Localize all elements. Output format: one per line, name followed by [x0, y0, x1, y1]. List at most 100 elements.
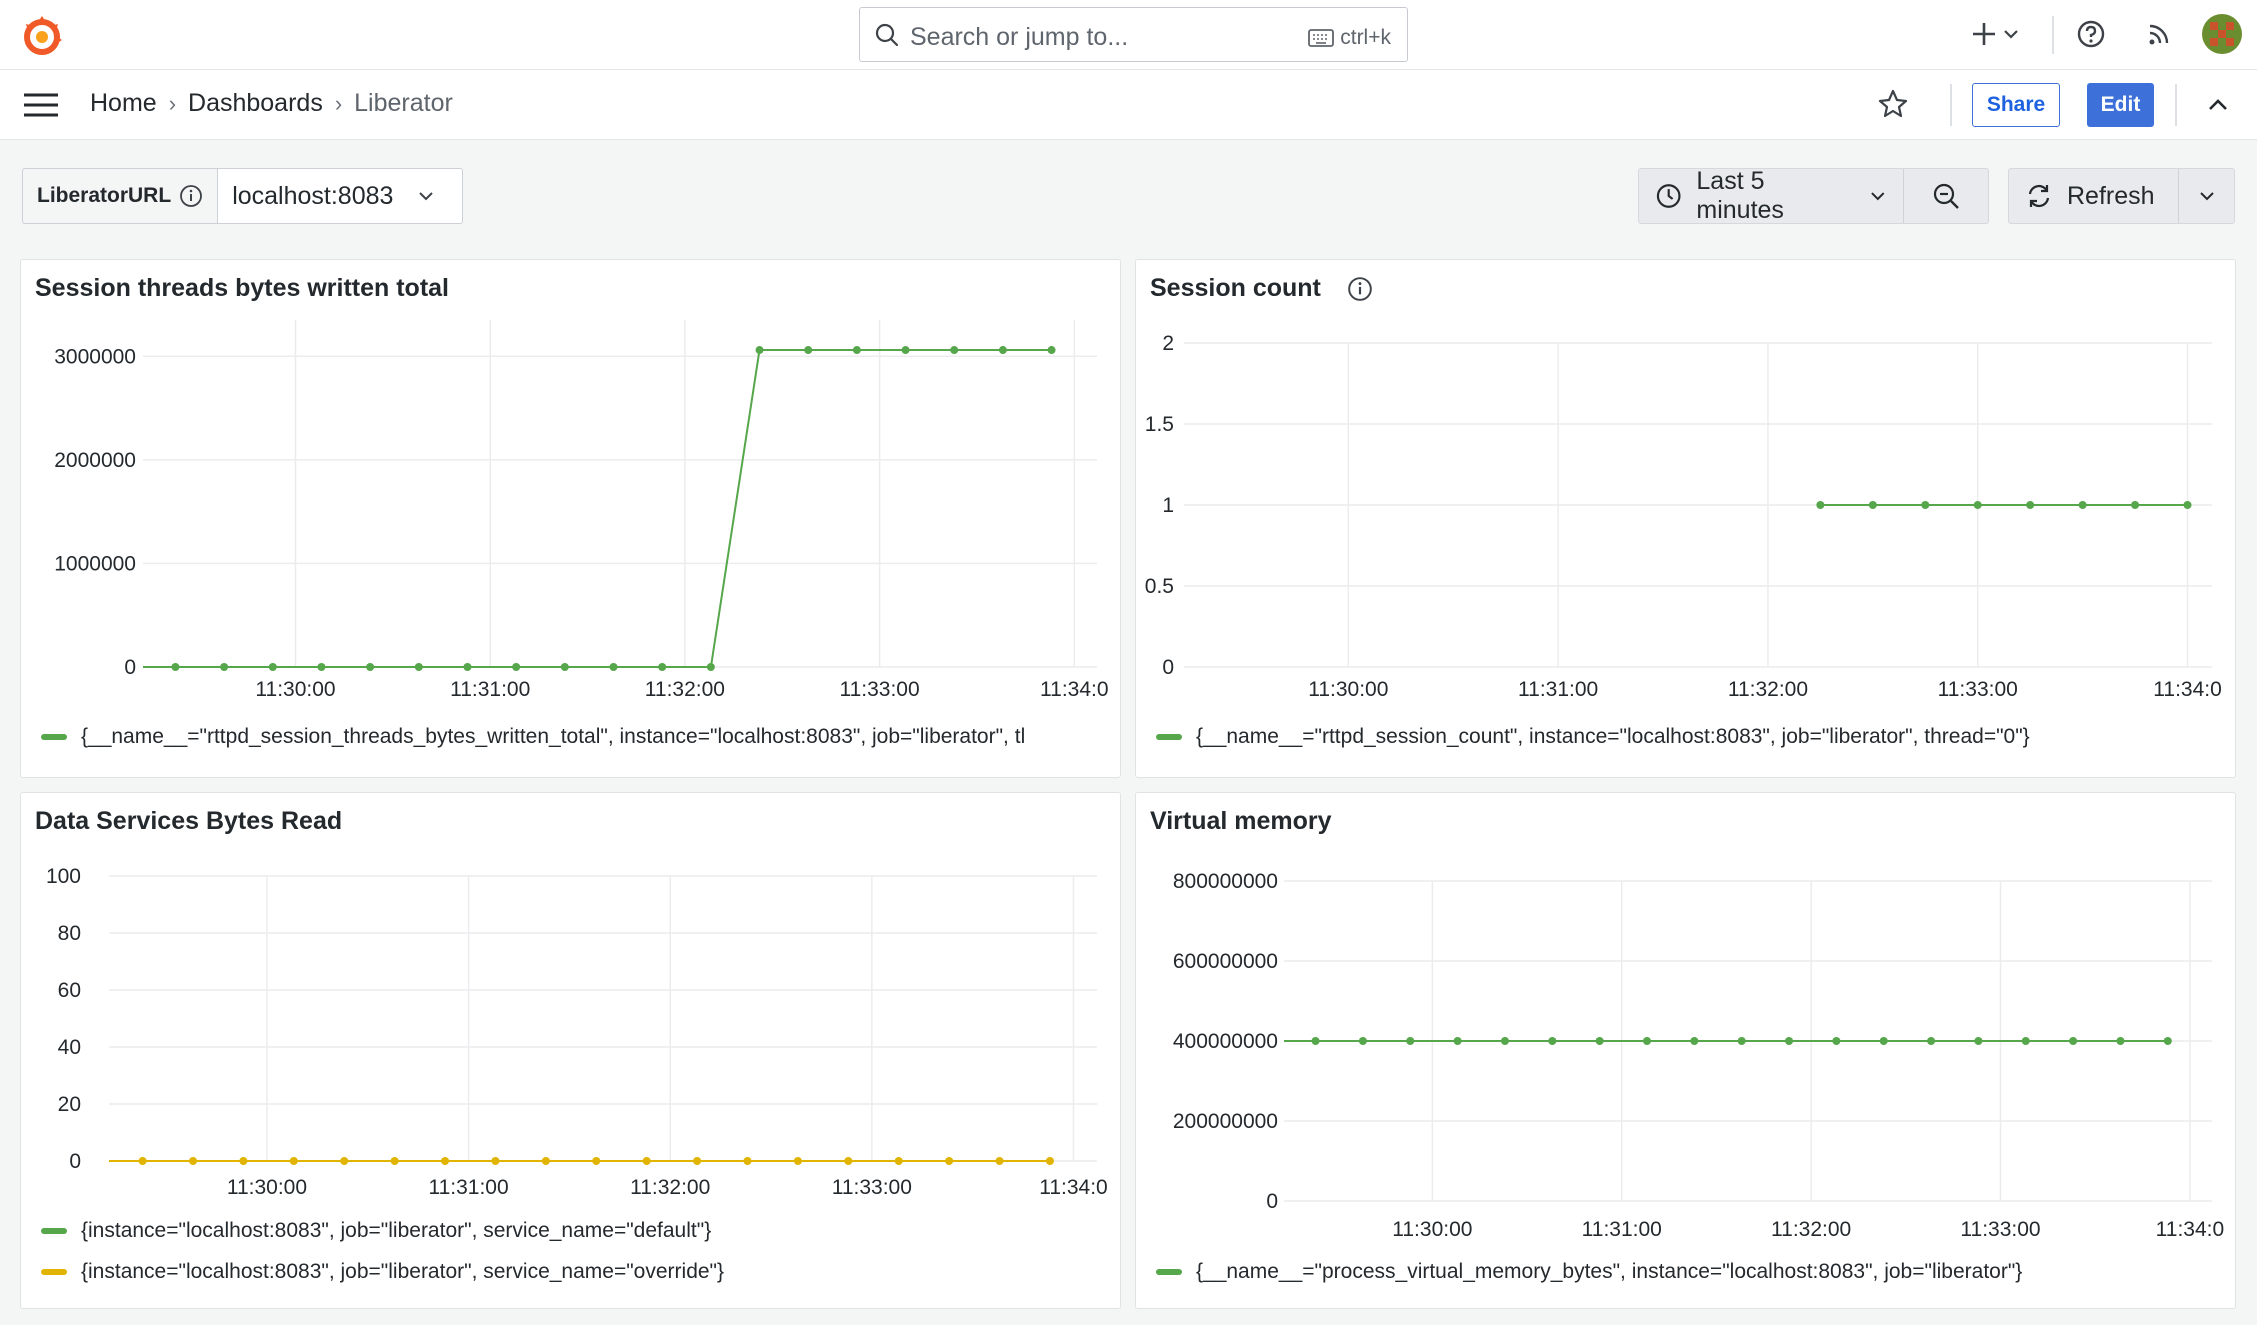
zoom-out-icon — [1933, 183, 1959, 209]
legend-item[interactable]: {__name__="process_virtual_memory_bytes"… — [1156, 1260, 2022, 1284]
chevron-down-icon — [1871, 192, 1885, 201]
grafana-logo-icon[interactable] — [18, 12, 66, 60]
data-point — [2026, 501, 2035, 509]
legend-label: {instance="localhost:8083", job="liberat… — [81, 1219, 712, 1242]
chevron-up-icon[interactable] — [2205, 92, 2231, 123]
star-icon[interactable] — [1877, 88, 1909, 125]
data-point — [2078, 501, 2087, 509]
chevron-down-icon — [419, 192, 434, 201]
data-point — [2021, 1037, 2030, 1045]
x-tick-label: 11:32:00 — [1771, 1218, 1851, 1241]
data-point — [1973, 501, 1982, 509]
x-tick-label: 11:30:00 — [227, 1176, 307, 1199]
panel-session-threads-bytes[interactable]: Session threads bytes written total 0 100… — [20, 259, 1121, 778]
data-point — [901, 346, 910, 355]
chart-session-threads-bytes: 0 1000000 2000000 3000000 11:30:00 11:31:00 11… — [54, 320, 1109, 701]
data-point — [171, 663, 180, 671]
data-point — [894, 1157, 903, 1165]
refresh-label: Refresh — [2067, 181, 2155, 210]
legend-label: {__name__="rttpd_session_threads_bytes_w… — [81, 725, 1026, 748]
data-point — [2069, 1037, 2078, 1045]
data-point — [1358, 1037, 1367, 1045]
panel-title-text: Data Services Bytes Read — [35, 807, 343, 835]
toolbar-divider — [2175, 84, 2177, 126]
avatar[interactable] — [2202, 14, 2242, 54]
legend-label: {__name__="rttpd_session_count", instanc… — [1196, 725, 2030, 748]
rss-icon[interactable] — [2143, 18, 2175, 55]
data-point — [512, 663, 521, 671]
chevron-down-icon — [2004, 30, 2019, 39]
x-tick-label: 11:34:0 — [1039, 1176, 1108, 1199]
data-point — [743, 1157, 752, 1165]
legend-item[interactable]: {__name__="rttpd_session_count", instanc… — [1156, 725, 2030, 749]
search-placeholder: Search or jump to... — [910, 23, 1129, 51]
data-point — [1879, 1037, 1888, 1045]
refresh-button[interactable]: Refresh — [2009, 169, 2179, 223]
data-point — [2116, 1037, 2125, 1045]
data-point — [317, 663, 326, 671]
data-point — [844, 1157, 853, 1165]
breadcrumb: Home › Dashboards › Liberator — [90, 89, 453, 118]
info-icon[interactable] — [1347, 276, 1373, 302]
share-button[interactable]: Share — [1972, 83, 2060, 127]
data-point — [1832, 1037, 1841, 1045]
refresh-picker[interactable]: Refresh — [2008, 168, 2235, 224]
y-tick-label: 1.5 — [1145, 413, 1174, 436]
legend-swatch — [41, 734, 67, 740]
legend-item[interactable]: {__name__="rttpd_session_threads_bytes_w… — [41, 725, 1025, 749]
data-point — [390, 1157, 399, 1165]
y-tick-label: 60 — [58, 979, 81, 1002]
zoom-out-button[interactable] — [1904, 181, 1988, 211]
y-tick-label: 2000000 — [54, 449, 136, 472]
info-icon[interactable] — [179, 184, 203, 208]
data-point — [1974, 1037, 1983, 1045]
x-tick-label: 11:30:00 — [1308, 678, 1388, 701]
panel-session-count[interactable]: Session count 0 0.5 1 1.5 2 11:30:00 11:31:00 1… — [1135, 259, 2236, 778]
breadcrumb-separator: › — [334, 90, 343, 116]
keyboard-icon — [1308, 29, 1335, 47]
variable-select[interactable]: localhost:8083 — [217, 168, 464, 224]
clock-icon — [1656, 184, 1681, 208]
edit-button[interactable]: Edit — [2087, 83, 2154, 127]
panel-title: Virtual memory — [1150, 807, 1332, 836]
data-point — [950, 346, 959, 355]
data-point — [560, 663, 569, 671]
refresh-interval-dropdown[interactable] — [2179, 187, 2234, 205]
legend-swatch — [1156, 1269, 1182, 1275]
legend-label: {__name__="process_virtual_memory_bytes"… — [1196, 1260, 2023, 1283]
data-point — [2163, 1037, 2172, 1045]
data-point — [491, 1157, 500, 1165]
x-tick-label: 11:34:0 — [1040, 678, 1109, 701]
time-range-label: Last 5 minutes — [1696, 167, 1784, 224]
breadcrumb-home[interactable]: Home — [90, 89, 157, 117]
x-tick-label: 11:34:0 — [2153, 678, 2222, 701]
time-range-picker[interactable]: Last 5 minutes — [1638, 167, 1989, 224]
y-tick-label: 400000000 — [1173, 1030, 1278, 1053]
breadcrumb-dashboards[interactable]: Dashboards — [188, 89, 323, 117]
help-icon[interactable] — [2075, 18, 2107, 55]
x-tick-label: 11:32:00 — [630, 1176, 710, 1199]
new-menu-button[interactable] — [1970, 18, 2020, 55]
breadcrumb-separator: › — [168, 90, 177, 116]
data-point — [945, 1157, 954, 1165]
panel-title: Session threads bytes written total — [35, 274, 449, 303]
data-point — [793, 1157, 802, 1165]
y-tick-label: 80 — [58, 922, 81, 945]
legend-item[interactable]: {instance="localhost:8083", job="liberat… — [41, 1260, 724, 1284]
panel-virtual-memory[interactable]: Virtual memory 0 200000000 400000000 600000… — [1135, 792, 2236, 1309]
data-point — [289, 1157, 298, 1165]
y-tick-label: 20 — [58, 1093, 81, 1116]
data-point — [1690, 1037, 1699, 1045]
search-bar[interactable]: Search or jump to... ctrl+k — [859, 7, 1408, 62]
menu-toggle-icon[interactable] — [22, 92, 60, 123]
data-point — [998, 346, 1007, 355]
data-point — [1453, 1037, 1462, 1045]
y-tick-label: 0 — [1266, 1190, 1278, 1213]
x-tick-label: 11:33:00 — [832, 1176, 912, 1199]
time-range-button[interactable]: Last 5 minutes — [1639, 167, 1904, 224]
x-tick-label: 11:33:00 — [1938, 678, 2018, 701]
panel-data-services-bytes-read[interactable]: Data Services Bytes Read 0 20 40 60 80 100 11:… — [20, 792, 1121, 1309]
legend-label: {instance="localhost:8083", job="liberat… — [81, 1260, 725, 1283]
data-point — [658, 663, 667, 671]
legend-item[interactable]: {instance="localhost:8083", job="liberat… — [41, 1219, 711, 1243]
